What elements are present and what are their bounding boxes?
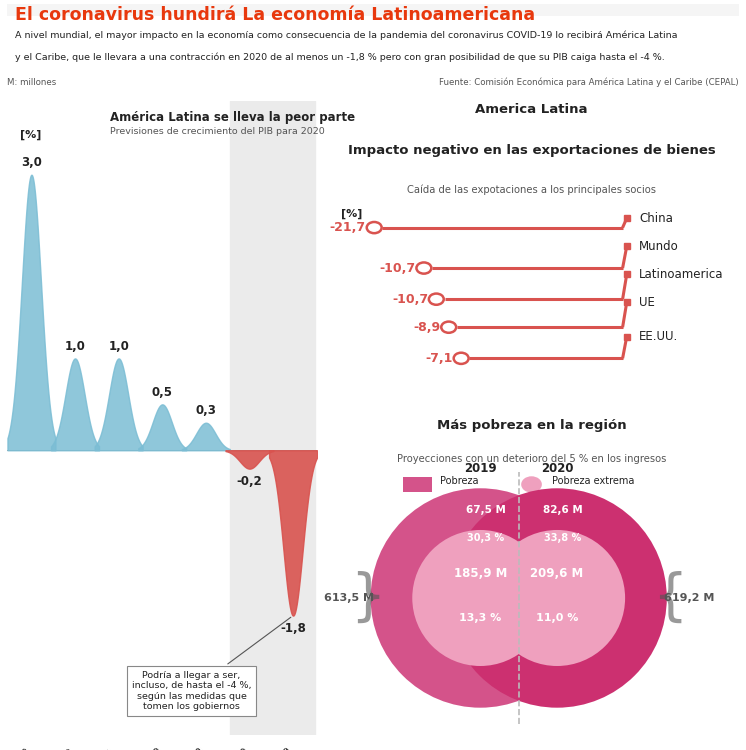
Text: 2020: 2020 xyxy=(541,462,574,475)
Text: 185,9 M: 185,9 M xyxy=(454,567,507,580)
Text: }: } xyxy=(350,571,385,625)
Circle shape xyxy=(521,476,542,493)
Text: y el Caribe, que le llevara a una contracción en 2020 de al menos un -1,8 % pero: y el Caribe, que le llevara a una contra… xyxy=(15,53,665,62)
Bar xyxy=(230,101,315,735)
Text: Impacto negativo en las exportaciones de bienes: Impacto negativo en las exportaciones de… xyxy=(348,143,715,157)
Text: 2020: 2020 xyxy=(557,517,589,526)
Text: 1,0: 1,0 xyxy=(108,340,129,353)
Text: Pobreza: Pobreza xyxy=(468,500,507,510)
Text: Caída de las expotaciones a los principales socios: Caída de las expotaciones a los principa… xyxy=(407,184,656,194)
Text: M: millones: M: millones xyxy=(7,78,57,87)
Text: 82,6 M: 82,6 M xyxy=(542,506,583,515)
Text: Fuente: Comisión Económica para América Latina y el Caribe (CEPAL): Fuente: Comisión Económica para América … xyxy=(439,78,739,87)
Text: Mundo: Mundo xyxy=(639,240,679,253)
Text: Latinoamerica: Latinoamerica xyxy=(639,268,724,280)
Text: UE: UE xyxy=(639,296,655,309)
Text: 613,5 M: 613,5 M xyxy=(324,593,374,603)
Text: Proyecciones con un deterioro del 5 % en los ingresos: Proyecciones con un deterioro del 5 % en… xyxy=(397,454,666,464)
Circle shape xyxy=(416,262,431,274)
Text: A nivel mundial, el mayor impacto en la economía como consecuencia de la pandemi: A nivel mundial, el mayor impacto en la … xyxy=(15,31,677,40)
Text: -8,9: -8,9 xyxy=(413,321,440,334)
Text: América Latina se lleva la peor parte: América Latina se lleva la peor parte xyxy=(110,111,355,124)
Text: 0,5: 0,5 xyxy=(151,386,173,399)
Circle shape xyxy=(442,322,456,333)
FancyBboxPatch shape xyxy=(7,4,739,16)
Text: 33,8 %: 33,8 % xyxy=(544,532,581,543)
FancyBboxPatch shape xyxy=(403,477,432,492)
Text: -7,1: -7,1 xyxy=(425,352,453,364)
Text: China: China xyxy=(639,211,673,225)
Text: 619,2 M: 619,2 M xyxy=(663,593,714,603)
Text: 2019: 2019 xyxy=(472,517,504,526)
Text: 30,3 %: 30,3 % xyxy=(467,532,504,543)
Text: 209,6 M: 209,6 M xyxy=(530,567,583,580)
Circle shape xyxy=(448,488,667,708)
Circle shape xyxy=(413,530,548,666)
Text: Pobreza: Pobreza xyxy=(440,476,479,485)
Text: 13,3 %: 13,3 % xyxy=(460,613,501,622)
Circle shape xyxy=(489,530,625,666)
Text: -0,2: -0,2 xyxy=(236,475,263,488)
Text: Podría a llegar a ser,
incluso, de hasta el -4 %,
según las medidas que
tomen lo: Podría a llegar a ser, incluso, de hasta… xyxy=(132,617,291,711)
Text: 67,5 M: 67,5 M xyxy=(466,506,506,515)
Text: Pobreza extrema: Pobreza extrema xyxy=(552,476,635,485)
Text: -10,7: -10,7 xyxy=(380,262,416,274)
Text: -10,7: -10,7 xyxy=(392,292,428,306)
Text: 0,3: 0,3 xyxy=(195,404,216,417)
Circle shape xyxy=(454,352,468,364)
Text: 3,0: 3,0 xyxy=(21,156,42,170)
Text: [%]: [%] xyxy=(20,130,41,140)
Circle shape xyxy=(371,488,590,708)
Text: -21,7: -21,7 xyxy=(330,221,366,234)
Text: 2019: 2019 xyxy=(464,462,497,475)
Text: {: { xyxy=(653,571,688,625)
Text: 11,0 %: 11,0 % xyxy=(536,613,578,622)
Circle shape xyxy=(429,293,444,304)
Text: Previsiones de crecimiento del PIB para 2020: Previsiones de crecimiento del PIB para … xyxy=(110,127,325,136)
Text: -1,8: -1,8 xyxy=(280,622,306,635)
Circle shape xyxy=(367,222,382,233)
Text: [%]: [%] xyxy=(341,209,363,219)
Text: El coronavirus hundirá La economía Latinoamericana: El coronavirus hundirá La economía Latin… xyxy=(15,6,535,24)
Text: 1,0: 1,0 xyxy=(65,340,86,353)
Text: EE.UU.: EE.UU. xyxy=(639,330,678,343)
Text: Más pobreza en la región: Más pobreza en la región xyxy=(436,419,627,431)
Text: America Latina: America Latina xyxy=(475,103,588,116)
